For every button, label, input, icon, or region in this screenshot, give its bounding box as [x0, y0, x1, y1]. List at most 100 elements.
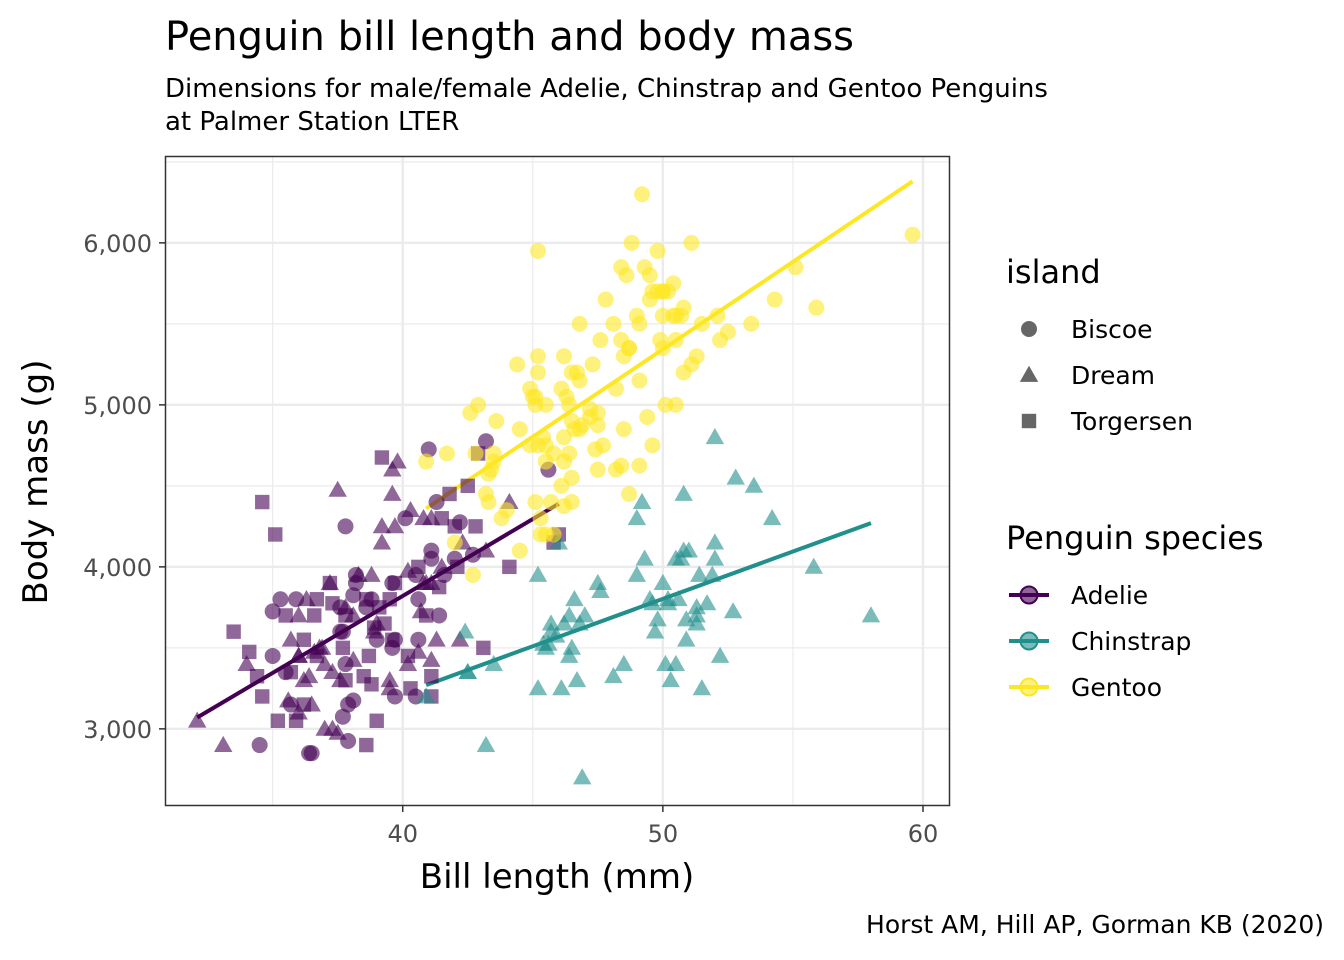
data-point-gentoo: [631, 457, 648, 474]
data-point-chinstrap: [570, 614, 589, 631]
data-point-adelie: [369, 713, 384, 728]
data-point-adelie: [367, 614, 386, 631]
legend-island-label: Torgersen: [1070, 407, 1193, 436]
data-point-adelie: [226, 624, 241, 639]
data-point-adelie: [288, 713, 304, 728]
data-point-gentoo: [511, 421, 528, 438]
chart-caption: Horst AM, Hill AP, Gorman KB (2020): [866, 910, 1324, 939]
data-point-gentoo: [631, 372, 648, 389]
data-point-chinstrap: [703, 565, 722, 582]
data-point-adelie: [345, 692, 362, 709]
data-point-adelie: [476, 541, 496, 558]
x-tick-label: 50: [648, 820, 679, 848]
data-point-gentoo: [532, 526, 549, 543]
data-point-chinstrap: [861, 606, 881, 623]
data-point-gentoo: [485, 453, 502, 470]
data-point-chinstrap: [762, 509, 782, 526]
data-point-adelie: [279, 691, 298, 708]
plot-panel: [164, 155, 951, 807]
data-point-adelie: [272, 591, 289, 608]
y-tick-label: 4,000: [83, 554, 152, 582]
data-point-adelie: [237, 654, 256, 671]
data-point-adelie: [322, 575, 338, 591]
data-point-adelie: [340, 733, 357, 750]
data-point-gentoo: [631, 315, 648, 332]
data-point-gentoo: [537, 437, 554, 454]
chart-subtitle-line-2: at Palmer Station LTER: [165, 107, 459, 137]
data-point-adelie: [450, 559, 465, 575]
data-point-gentoo: [634, 186, 651, 203]
data-point-adelie: [372, 517, 392, 534]
data-point-adelie: [356, 669, 371, 684]
data-point-adelie: [358, 599, 375, 616]
data-point-gentoo: [683, 234, 700, 251]
data-point-chinstrap: [723, 602, 743, 619]
data-point-chinstrap: [656, 654, 675, 671]
data-point-adelie: [414, 509, 433, 526]
data-point-adelie: [372, 533, 392, 550]
data-point-chinstrap: [705, 533, 725, 550]
data-point-gentoo: [582, 409, 599, 426]
data-point-adelie: [468, 519, 483, 534]
data-point-chinstrap: [687, 606, 706, 623]
data-point-chinstrap: [614, 654, 634, 671]
data-point-adelie: [460, 478, 475, 494]
data-point-gentoo: [511, 542, 528, 559]
data-point-chinstrap: [645, 622, 665, 639]
data-point-adelie: [344, 650, 363, 667]
data-point-adelie: [410, 631, 427, 648]
data-point-gentoo: [418, 453, 435, 470]
data-point-gentoo: [683, 356, 700, 373]
data-point-gentoo: [644, 437, 661, 454]
data-point-adelie: [411, 559, 426, 575]
x-axis-title: Bill length (mm): [420, 857, 694, 897]
x-tick-label: 40: [387, 820, 418, 848]
data-point-chinstrap: [661, 671, 680, 688]
data-point-adelie: [323, 662, 342, 680]
data-point-gentoo: [446, 534, 463, 551]
data-point-gentoo: [766, 291, 783, 308]
legend-species-label: Gentoo: [1071, 673, 1162, 702]
data-point-chinstrap: [554, 614, 574, 631]
y-axis-title: Body mass (g): [16, 360, 56, 605]
data-point-chinstrap: [705, 428, 725, 445]
data-point-chinstrap: [565, 590, 584, 607]
data-point-gentoo: [438, 445, 455, 462]
data-point-chinstrap: [705, 549, 725, 566]
data-point-adelie: [428, 494, 445, 511]
data-point-adelie: [251, 737, 268, 754]
y-axis: 3,000 4,000 5,000 6,000: [83, 230, 166, 744]
data-point-adelie: [331, 671, 350, 688]
data-point-adelie: [332, 623, 349, 640]
data-point-adelie: [337, 518, 354, 535]
data-point-chinstrap: [804, 557, 823, 574]
data-point-gentoo: [615, 421, 632, 438]
data-point-adelie: [464, 546, 481, 563]
data-point-adelie: [380, 671, 399, 688]
data-point-gentoo: [467, 445, 484, 462]
data-point-adelie: [297, 590, 316, 607]
data-point-gentoo: [667, 332, 684, 349]
data-point-adelie: [334, 708, 351, 725]
data-point-chinstrap: [604, 667, 623, 684]
data-point-adelie: [336, 598, 355, 615]
legend-shape-triangle-icon: [1019, 365, 1039, 382]
data-point-adelie: [422, 650, 441, 667]
data-point-gentoo: [488, 413, 505, 430]
data-point-adelie: [242, 644, 257, 660]
data-point-gentoo: [641, 291, 658, 308]
data-point-gentoo: [522, 437, 539, 454]
data-point-chinstrap: [567, 671, 587, 688]
data-point-adelie: [268, 527, 283, 542]
data-point-gentoo: [665, 275, 682, 292]
data-point-gentoo: [589, 461, 606, 478]
data-point-gentoo: [529, 242, 546, 259]
data-point-gentoo: [693, 315, 710, 332]
data-point-gentoo: [571, 421, 588, 438]
data-point-chinstrap: [726, 468, 745, 485]
data-point-adelie: [386, 631, 403, 648]
data-point-gentoo: [527, 494, 544, 511]
data-point-chinstrap: [635, 549, 654, 566]
data-point-adelie: [442, 486, 457, 502]
data-point-gentoo: [529, 348, 546, 365]
